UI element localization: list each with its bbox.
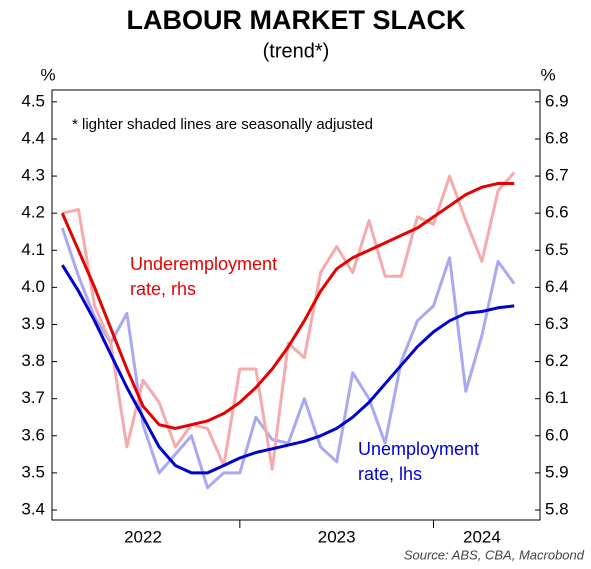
y-tick-label: 3.9 xyxy=(21,314,45,333)
y-tick-label: 3.8 xyxy=(21,351,45,370)
y-tick-label: 4.4 xyxy=(21,128,45,147)
y-tick-label: 3.4 xyxy=(21,499,45,518)
series-line xyxy=(61,264,515,475)
y2-axis-label: % xyxy=(540,65,555,84)
y2-tick-label: 5.8 xyxy=(545,499,569,518)
y-tick-label: 4.5 xyxy=(21,91,45,110)
y-tick-label: 4.1 xyxy=(21,240,45,259)
chart-title: LABOUR MARKET SLACK xyxy=(127,5,466,35)
y2-tick-label: 6.2 xyxy=(545,351,569,370)
annotation: rate, rhs xyxy=(130,279,196,299)
y2-tick-label: 6.3 xyxy=(545,314,569,333)
y2-tick-label: 6.8 xyxy=(545,128,569,147)
annotation: rate, lhs xyxy=(358,464,422,484)
y-tick-label: 3.5 xyxy=(21,462,45,481)
y2-tick-label: 6.5 xyxy=(545,240,569,259)
y2-tick-label: 6.9 xyxy=(545,91,569,110)
y-axis-label: % xyxy=(40,65,55,84)
chart-subtitle: (trend*) xyxy=(263,40,330,62)
y2-tick-label: 6.0 xyxy=(545,425,569,444)
y-tick-label: 3.6 xyxy=(21,425,45,444)
x-tick-label: 2022 xyxy=(124,527,162,546)
y-tick-label: 3.7 xyxy=(21,388,45,407)
annotation: Underemployment xyxy=(130,254,277,274)
x-tick-label: 2024 xyxy=(463,527,501,546)
y2-tick-label: 6.6 xyxy=(545,203,569,222)
plot-frame xyxy=(51,89,541,521)
source: Source: ABS, CBA, Macrobond xyxy=(404,547,585,562)
y-tick-label: 4.2 xyxy=(21,203,45,222)
y-tick-label: 4.0 xyxy=(21,277,45,296)
y2-tick-label: 6.4 xyxy=(545,277,569,296)
y-tick-label: 4.3 xyxy=(21,166,45,185)
annotation: Unemployment xyxy=(358,439,479,459)
y2-tick-label: 6.1 xyxy=(545,388,569,407)
y2-tick-label: 6.7 xyxy=(545,166,569,185)
series-line xyxy=(60,182,515,430)
series-line xyxy=(60,227,516,490)
y2-tick-label: 5.9 xyxy=(545,462,569,481)
x-tick-label: 2023 xyxy=(318,527,356,546)
footnote: * lighter shaded lines are seasonally ad… xyxy=(72,116,373,133)
series-line xyxy=(61,171,516,471)
